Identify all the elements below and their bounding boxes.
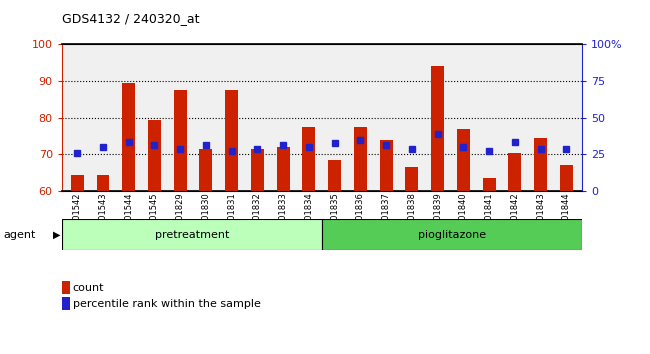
- Bar: [380, 140, 393, 191]
- Bar: [122, 83, 135, 191]
- Text: pretreatment: pretreatment: [155, 229, 229, 240]
- Bar: [508, 153, 521, 191]
- Bar: [302, 127, 315, 191]
- Bar: [354, 127, 367, 191]
- Bar: [277, 147, 289, 191]
- Bar: [174, 90, 187, 191]
- Text: pioglitazone: pioglitazone: [418, 229, 486, 240]
- Bar: [431, 66, 444, 191]
- Bar: [200, 149, 213, 191]
- Bar: [406, 167, 419, 191]
- Text: agent: agent: [3, 229, 36, 240]
- Text: ▶: ▶: [53, 229, 61, 240]
- Text: percentile rank within the sample: percentile rank within the sample: [73, 299, 261, 309]
- Bar: [225, 90, 238, 191]
- Bar: [534, 138, 547, 191]
- Bar: [71, 175, 84, 191]
- Bar: [457, 129, 470, 191]
- Bar: [322, 219, 582, 250]
- Bar: [148, 120, 161, 191]
- Bar: [96, 175, 109, 191]
- Bar: [483, 178, 495, 191]
- Bar: [62, 219, 322, 250]
- Bar: [251, 149, 264, 191]
- Bar: [560, 165, 573, 191]
- Text: GDS4132 / 240320_at: GDS4132 / 240320_at: [62, 12, 200, 25]
- Text: count: count: [73, 283, 104, 293]
- Bar: [328, 160, 341, 191]
